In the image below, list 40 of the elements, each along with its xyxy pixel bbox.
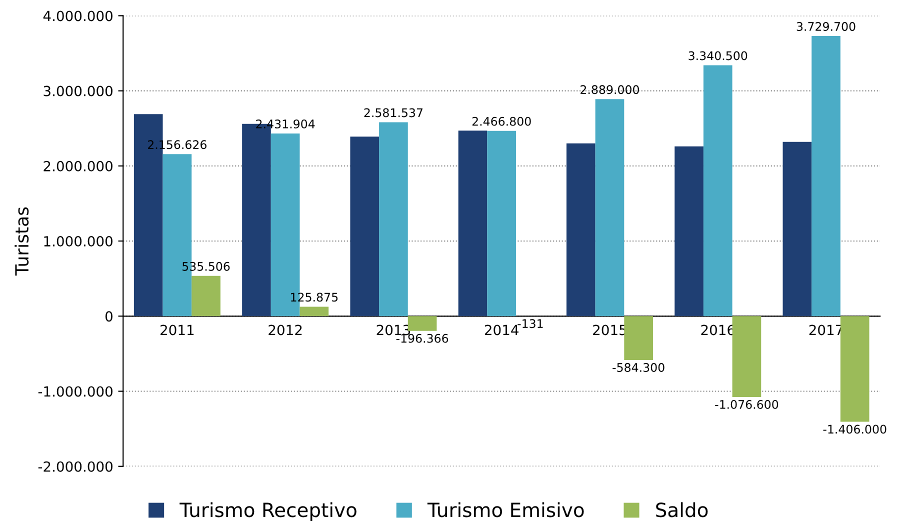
bar xyxy=(379,122,408,316)
y-tick-label: -2.000.000 xyxy=(38,461,112,472)
y-tick-label: 0 xyxy=(105,311,112,322)
data-label: -196.366 xyxy=(396,334,448,343)
data-label: -1.076.600 xyxy=(715,400,778,409)
bar xyxy=(840,316,870,422)
bar xyxy=(812,36,840,316)
y-tick-label: 3.000.000 xyxy=(44,86,112,96)
data-label: 3.340.500 xyxy=(688,51,748,60)
y-axis-title: Turistas xyxy=(14,207,29,276)
data-label: -131 xyxy=(518,319,543,328)
bar xyxy=(350,136,380,316)
data-label: 2.431.904 xyxy=(256,120,315,128)
bar xyxy=(487,130,516,316)
y-tick-label: 1.000.000 xyxy=(44,236,112,247)
data-label: 3.729.700 xyxy=(796,22,856,31)
y-tick-label: -1.000.000 xyxy=(38,386,112,397)
x-tick-label: 2011 xyxy=(160,324,194,336)
bar xyxy=(192,276,220,316)
data-label: 2.889.000 xyxy=(580,85,639,94)
bar xyxy=(595,99,624,316)
bar xyxy=(674,146,704,316)
y-tick-label: 2.000.000 xyxy=(44,160,112,172)
data-label: -584.300 xyxy=(612,363,664,372)
bar xyxy=(703,65,732,316)
y-tick-label: 4.000.000 xyxy=(43,10,112,22)
bar xyxy=(566,143,596,316)
data-label: 2.466.800 xyxy=(472,116,531,126)
legend-label: Saldo xyxy=(656,502,708,518)
x-tick-label: 2012 xyxy=(268,324,302,336)
bar xyxy=(782,142,812,316)
bar xyxy=(300,306,329,316)
bar xyxy=(624,316,653,360)
legend-label: Turismo Emisivo xyxy=(427,502,584,518)
bar xyxy=(732,316,762,398)
legend-label: Turismo Receptivo xyxy=(180,502,356,522)
data-label: -1.406.000 xyxy=(823,424,886,434)
data-label: 2.581.537 xyxy=(364,108,422,118)
bar xyxy=(458,130,488,316)
x-tick-label: 2014 xyxy=(484,324,518,336)
